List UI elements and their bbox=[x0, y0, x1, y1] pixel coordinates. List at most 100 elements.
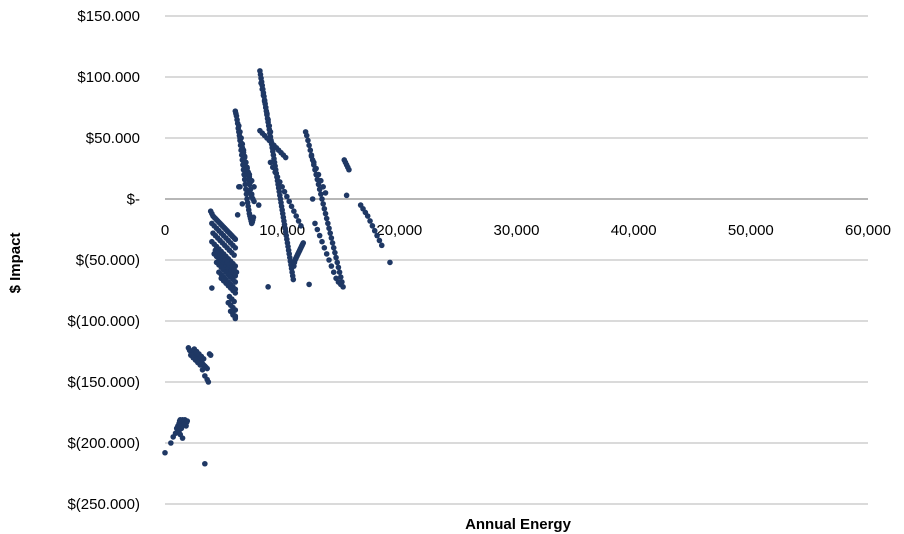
y-tick-label: $(100.000) bbox=[67, 313, 140, 330]
data-point bbox=[274, 174, 281, 180]
data-point bbox=[378, 242, 385, 249]
data-point bbox=[260, 92, 267, 99]
data-point bbox=[326, 225, 332, 232]
data-point bbox=[291, 208, 297, 214]
data-point bbox=[199, 367, 206, 373]
data-point bbox=[261, 98, 268, 105]
data-point bbox=[318, 191, 324, 197]
data-point bbox=[232, 236, 239, 243]
data-point bbox=[303, 132, 310, 139]
data-point bbox=[369, 223, 376, 229]
data-point bbox=[333, 254, 339, 261]
y-tick-label: $- bbox=[127, 191, 140, 208]
data-point bbox=[330, 245, 337, 251]
x-tick-label: 10,000 bbox=[259, 222, 305, 239]
data-point bbox=[258, 80, 264, 86]
data-point bbox=[202, 460, 208, 467]
data-point bbox=[236, 123, 242, 129]
data-point bbox=[340, 284, 346, 290]
data-point bbox=[295, 218, 302, 224]
data-point bbox=[319, 196, 325, 202]
data-point bbox=[237, 135, 243, 141]
data-point bbox=[237, 184, 243, 190]
data-point bbox=[266, 123, 273, 129]
data-point bbox=[332, 249, 338, 256]
data-point bbox=[313, 165, 319, 172]
data-point bbox=[251, 184, 257, 190]
y-axis-title: $ Impact bbox=[7, 233, 24, 294]
x-tick-label: 30,000 bbox=[494, 222, 540, 239]
data-point bbox=[329, 240, 336, 246]
data-point bbox=[241, 159, 248, 166]
data-point bbox=[321, 205, 328, 212]
data-point bbox=[336, 269, 343, 276]
y-tick-label: $(250.000) bbox=[67, 496, 140, 513]
data-point bbox=[243, 186, 249, 193]
data-point bbox=[319, 238, 325, 245]
x-tick-label: 50,000 bbox=[728, 222, 774, 239]
data-point bbox=[232, 279, 239, 285]
gridlines bbox=[165, 15, 868, 505]
y-tick-label: $150.000 bbox=[77, 8, 140, 25]
data-point bbox=[307, 147, 314, 153]
data-point bbox=[248, 177, 255, 184]
data-point bbox=[364, 213, 371, 219]
data-point bbox=[282, 154, 289, 161]
data-point bbox=[316, 232, 323, 239]
data-point bbox=[267, 129, 274, 135]
data-point bbox=[325, 220, 331, 227]
data-point bbox=[237, 129, 243, 135]
data-point bbox=[323, 251, 330, 257]
data-point bbox=[322, 210, 329, 217]
data-point bbox=[387, 259, 393, 266]
data-point bbox=[290, 276, 297, 283]
data-point bbox=[318, 177, 324, 184]
data-point bbox=[197, 362, 203, 368]
data-point bbox=[300, 240, 307, 246]
data-point bbox=[251, 198, 257, 205]
data-point bbox=[367, 218, 373, 224]
data-point bbox=[337, 274, 344, 280]
data-point bbox=[286, 198, 292, 205]
data-point bbox=[326, 257, 332, 263]
data-point bbox=[293, 213, 300, 219]
data-point bbox=[308, 153, 315, 160]
data-point bbox=[321, 245, 328, 251]
x-tick-label: 20,000 bbox=[376, 222, 422, 239]
data-point bbox=[205, 379, 212, 385]
data-point bbox=[305, 137, 311, 144]
data-point bbox=[244, 165, 250, 172]
data-point bbox=[376, 237, 383, 244]
data-point bbox=[262, 104, 269, 111]
y-axis-tick-labels: $150.000 $100.000 $50.000 $- $(50.000) $(100.… bbox=[67, 8, 140, 513]
data-point bbox=[232, 315, 239, 322]
y-tick-label: $50.000 bbox=[86, 130, 140, 147]
data-point bbox=[335, 264, 342, 271]
data-point bbox=[204, 365, 210, 372]
data-point bbox=[234, 212, 241, 218]
data-point bbox=[288, 203, 295, 210]
x-tick-label: 40,000 bbox=[611, 222, 657, 239]
data-point bbox=[207, 352, 214, 358]
data-point bbox=[298, 223, 304, 229]
data-point bbox=[272, 169, 278, 175]
data-point bbox=[371, 227, 378, 234]
x-axis-tick-labels: 0 10,000 20,000 30,000 40,000 50,000 60,000 bbox=[161, 222, 891, 239]
data-point bbox=[267, 159, 274, 166]
y-tick-label: $(150.000) bbox=[67, 374, 140, 391]
data-point bbox=[328, 263, 335, 269]
data-point bbox=[312, 220, 318, 227]
data-point bbox=[242, 181, 249, 188]
data-point bbox=[323, 215, 330, 222]
y-tick-label: $(50.000) bbox=[76, 252, 140, 269]
data-point bbox=[320, 201, 326, 207]
data-point bbox=[334, 259, 341, 266]
data-point bbox=[200, 356, 207, 362]
data-point bbox=[311, 159, 317, 166]
data-point bbox=[327, 230, 334, 236]
data-point bbox=[239, 201, 246, 207]
data-point bbox=[238, 140, 244, 146]
data-point bbox=[265, 284, 271, 290]
data-point bbox=[306, 281, 312, 288]
